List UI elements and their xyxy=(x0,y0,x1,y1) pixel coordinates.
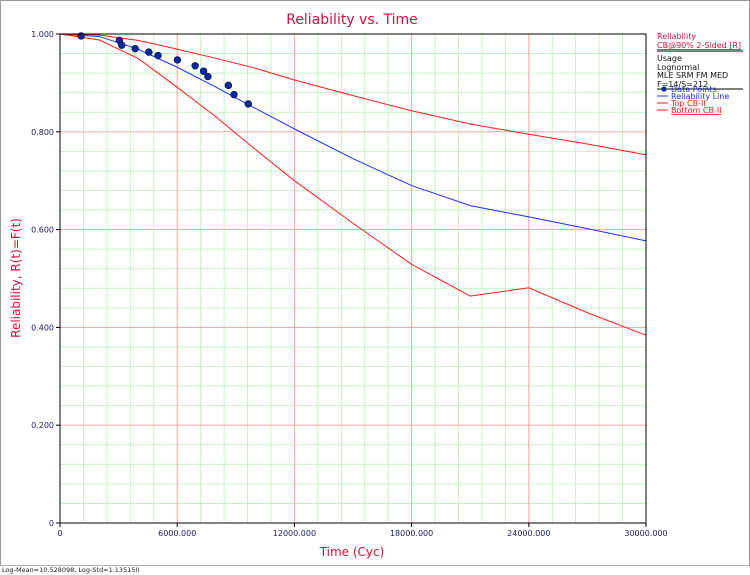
data-point xyxy=(145,48,153,56)
legend-info-line: F=14/S=212 xyxy=(657,80,708,89)
x-tick-label: 24000.000 xyxy=(507,529,550,538)
data-point xyxy=(118,41,126,49)
y-tick-label: 0.400 xyxy=(31,323,54,332)
legend-point-marker xyxy=(661,86,667,92)
top-cb-line xyxy=(59,33,647,156)
series-layer xyxy=(59,32,647,336)
plot-border xyxy=(59,33,647,524)
legend-item-data-points: Data Points xyxy=(671,85,717,94)
status-bar: Log-Mean=10.528098, Log-Std=1.135150 xyxy=(0,565,750,575)
legend-item-reliability-line: Reliability Line xyxy=(671,92,729,101)
legend: Reliability CB@90% 2-Sided [R] Usage Log… xyxy=(657,32,743,115)
legend-subtitle: CB@90% 2-Sided [R] xyxy=(657,41,741,50)
x-tick-label: 6000.000 xyxy=(158,529,196,538)
y-axis-label: Reliability, R(t)=F(t) xyxy=(9,218,23,338)
legend-title: Reliability xyxy=(657,32,696,41)
x-tick-label: 0 xyxy=(57,529,62,538)
ticks-layer: 0 6000.000 12000.000 18000.000 24000.000 3000… xyxy=(31,30,668,538)
x-tick-label: 30000.000 xyxy=(624,529,667,538)
bottom-cb-line xyxy=(59,33,647,336)
data-point xyxy=(173,56,182,64)
legend-item-bottom-cb: Bottom CB-II xyxy=(671,106,722,115)
y-tick-label: 0 xyxy=(49,519,54,528)
legend-info-line: Lognormal xyxy=(657,63,699,72)
data-point xyxy=(191,62,199,70)
data-point xyxy=(204,72,212,81)
y-tick-label: 0.600 xyxy=(31,226,54,235)
data-point xyxy=(230,90,238,99)
data-point xyxy=(224,81,233,90)
x-tick-label: 12000.000 xyxy=(273,529,316,538)
legend-info-line: Usage xyxy=(657,54,682,63)
status-bar-text: Log-Mean=10.528098, Log-Std=1.135150 xyxy=(2,566,140,574)
grid-layer xyxy=(60,34,646,523)
data-point xyxy=(131,44,139,53)
data-point xyxy=(154,51,162,60)
legend-item-top-cb: Top CB-II xyxy=(670,99,706,108)
data-point xyxy=(199,67,208,75)
y-tick-label: 0.200 xyxy=(31,421,54,430)
data-point xyxy=(244,100,253,108)
y-tick-label: 0.800 xyxy=(31,128,54,137)
chart-title: Reliability vs. Time xyxy=(286,12,418,28)
x-tick-label: 18000.000 xyxy=(390,529,433,538)
y-tick-label: 1.000 xyxy=(31,30,54,39)
x-axis-label: Time (Cyc) xyxy=(319,545,385,559)
legend-info-line: MLE SRM FM MED xyxy=(657,71,728,80)
